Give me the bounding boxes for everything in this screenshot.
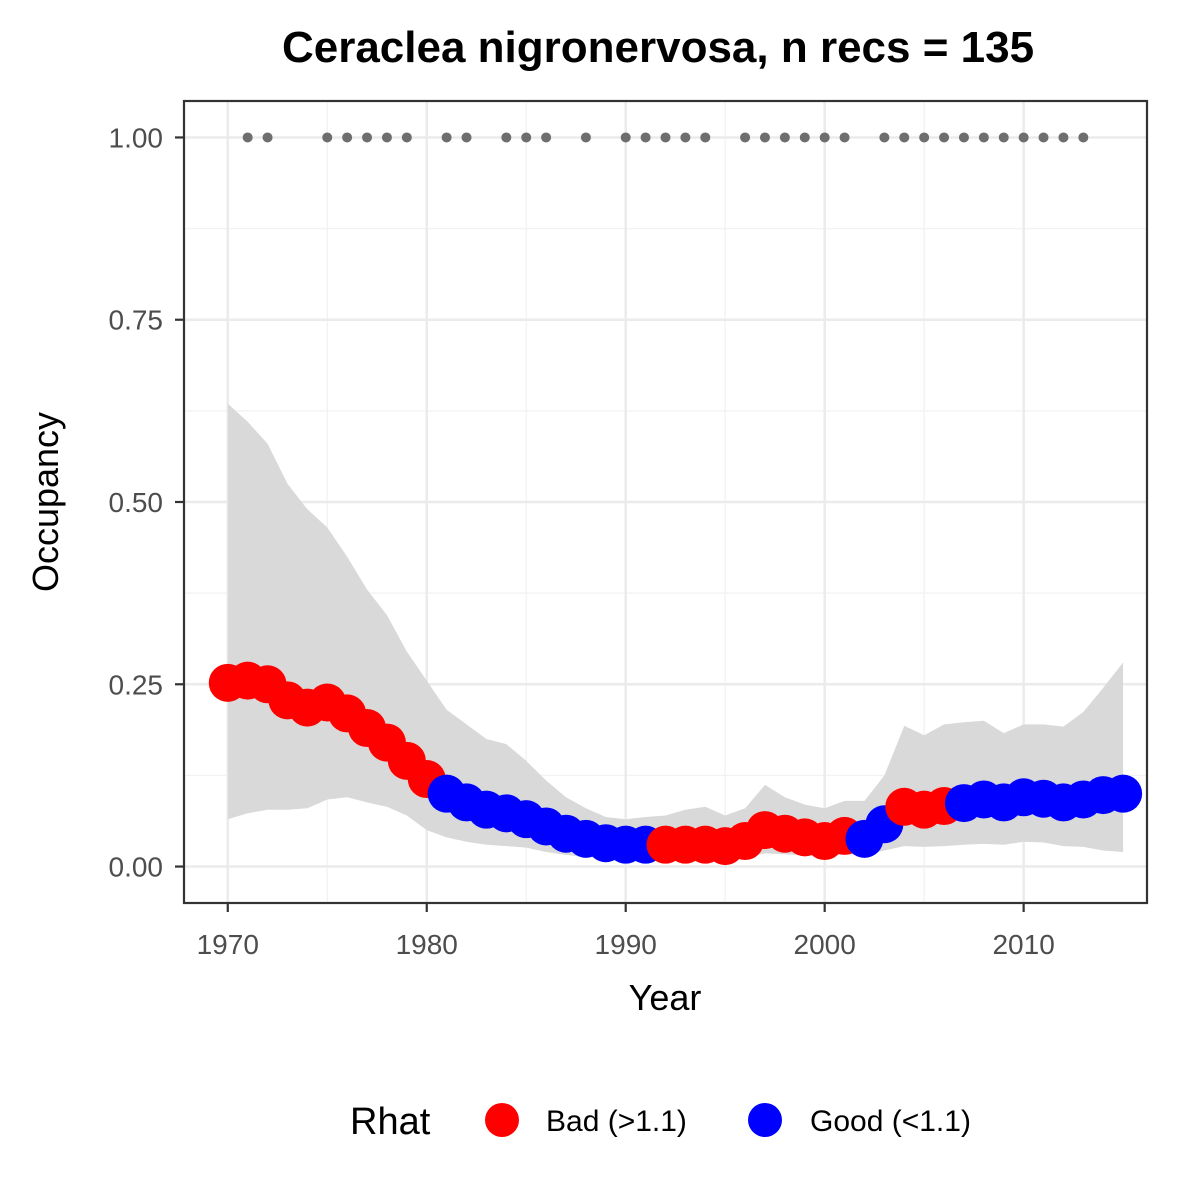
y-tick-label: 0.25 (109, 669, 164, 700)
y-tick-label: 0.75 (109, 305, 164, 336)
credible-interval-layer (227, 403, 1124, 859)
record-point (640, 132, 651, 143)
record-point (839, 132, 850, 143)
record-point (401, 132, 412, 143)
record-point (441, 132, 452, 143)
x-tick-label: 1990 (595, 929, 657, 960)
legend: Rhat Bad (>1.1) Good (<1.1) (350, 1101, 971, 1143)
record-point (242, 132, 253, 143)
legend-key-bad (485, 1103, 519, 1137)
record-point (1058, 132, 1069, 143)
record-point (879, 132, 890, 143)
record-point (521, 132, 532, 143)
record-point (700, 132, 711, 143)
record-point (541, 132, 552, 143)
record-point (342, 132, 353, 143)
legend-key-good (748, 1103, 782, 1137)
record-point (1078, 132, 1089, 143)
occupancy-point (1104, 774, 1143, 813)
x-tick-label: 1970 (197, 929, 259, 960)
y-tick-label: 1.00 (109, 122, 164, 153)
record-point (262, 132, 273, 143)
record-point (998, 132, 1009, 143)
x-tick-label: 1980 (396, 929, 458, 960)
credible-interval-ribbon (227, 403, 1124, 859)
legend-label-good: Good (<1.1) (810, 1105, 971, 1138)
record-point (1018, 132, 1029, 143)
chart-title: Ceraclea nigronervosa, n recs = 135 (282, 23, 1034, 72)
record-point (958, 132, 969, 143)
legend-label-bad: Bad (>1.1) (546, 1105, 687, 1138)
record-point (799, 132, 810, 143)
record-point (461, 132, 472, 143)
record-point (779, 132, 790, 143)
x-axis-title: Year (629, 977, 702, 1018)
record-point (362, 132, 373, 143)
occupancy-points-layer (208, 661, 1143, 866)
record-point (740, 132, 751, 143)
record-point (759, 132, 770, 143)
record-point (322, 132, 333, 143)
record-point (899, 132, 910, 143)
y-tick-label: 0.00 (109, 852, 164, 883)
record-point (1038, 132, 1049, 143)
record-point (978, 132, 989, 143)
y-tick-label: 0.50 (109, 487, 164, 518)
record-points-layer (242, 132, 1089, 143)
x-tick-label: 2000 (794, 929, 856, 960)
record-point (381, 132, 392, 143)
x-axis: 1970 1980 1990 2000 2010 (197, 903, 1055, 960)
record-point (680, 132, 691, 143)
record-point (620, 132, 631, 143)
x-tick-label: 2010 (992, 929, 1054, 960)
record-point (919, 132, 930, 143)
legend-title: Rhat (350, 1101, 431, 1143)
y-axis: 0.00 0.25 0.50 0.75 1.00 (109, 122, 184, 883)
y-axis-title: Occupancy (25, 412, 66, 592)
record-point (819, 132, 830, 143)
record-point (660, 132, 671, 143)
record-point (939, 132, 950, 143)
record-point (501, 132, 512, 143)
record-point (580, 132, 591, 143)
